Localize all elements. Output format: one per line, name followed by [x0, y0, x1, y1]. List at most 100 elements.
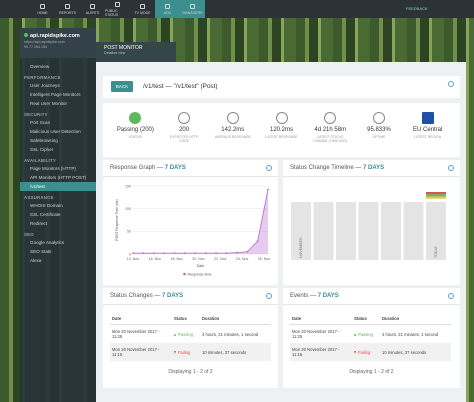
- side-item[interactable]: Port Scan: [30, 120, 51, 125]
- data-point: [194, 252, 197, 254]
- response-graph-panel: Response Graph — 7 DAYS 0 50 100 150 POST Re…: [103, 160, 278, 285]
- stat-icon: [129, 112, 142, 124]
- nav-item[interactable]: ALERTS: [80, 0, 105, 18]
- cell-text: Passing: [178, 331, 193, 337]
- nav-icon: [90, 3, 95, 9]
- table-row: Mon 20 November 2017 - 11:15 Failing 10 mi…: [290, 343, 451, 361]
- panel-title: Response Graph — 7 DAYS: [103, 160, 278, 177]
- timeline-chart: NOVEMBER TODAY: [291, 192, 446, 260]
- side-list: Overview PERFORMANCE User Journeys Intellig…: [20, 62, 96, 265]
- column-header: Duration: [200, 313, 271, 325]
- side-item[interactable]: Page Monitors (HTTP): [30, 166, 76, 171]
- table-cell: 10 minutes, 37 seconds: [200, 343, 271, 361]
- side-item[interactable]: Safebrowsing: [30, 138, 58, 143]
- page-header: POST MONITOR Detailed view: [96, 42, 176, 62]
- stat: 95.833% UPTIME: [355, 103, 404, 157]
- side-item[interactable]: User Journeys: [30, 83, 60, 88]
- nav-label: MANAGERS: [182, 10, 203, 15]
- stat-icon: [324, 112, 337, 124]
- nav-label: ADD: [163, 10, 172, 15]
- site-url: https://api.rapidspike.com: [24, 40, 65, 44]
- panel-title: Status Changes — 7 DAYS: [103, 288, 278, 305]
- panel-title: Events — 7 DAYS: [283, 288, 460, 305]
- nav-item[interactable]: PUBLIC STATUS: [105, 0, 130, 18]
- side-item[interactable]: API Monitors (HTTP POST): [30, 175, 87, 180]
- side-item[interactable]: SSL Certificate: [30, 212, 61, 217]
- stat-label: AVERAGE RESPONSE: [214, 135, 251, 139]
- nav-label: REPORTS: [59, 10, 76, 15]
- settings-icon[interactable]: [448, 165, 454, 171]
- side-item[interactable]: SSL Cipher: [30, 147, 54, 152]
- nav-item[interactable]: MANAGERS: [180, 0, 205, 18]
- status-stripe: [426, 196, 446, 199]
- data-point: [215, 252, 217, 254]
- timeline-day: [426, 202, 446, 260]
- data-point: [142, 252, 145, 254]
- stat: Passing (200) STATUS: [111, 103, 160, 157]
- nav-label: ALERTS: [85, 10, 100, 15]
- stat-icon: [275, 112, 288, 124]
- side-item[interactable]: Redirect: [30, 221, 48, 226]
- status-arrow: [174, 332, 176, 336]
- title-range: 7 DAYS: [162, 293, 184, 299]
- title-range: 7 DAYS: [317, 293, 339, 299]
- nav-item[interactable]: ADD: [155, 0, 180, 18]
- stat: 142.2ms AVERAGE RESPONSE: [208, 103, 257, 157]
- events-panel: Events — 7 DAYS Date Status Duration Mon 20…: [283, 288, 460, 388]
- stat-label: LATEST RESPONSE: [265, 135, 298, 139]
- status-stripe: [426, 192, 446, 195]
- stat-label: LATEST REGION: [414, 135, 442, 139]
- sidebar: api.rapidspike.com https://api.rapidspik…: [20, 28, 96, 402]
- nav-icon: [65, 3, 70, 9]
- table-footer: Displaying 1 - 2 of 2: [168, 369, 213, 375]
- stat-value: 120.2ms: [270, 127, 294, 133]
- response-line: [133, 189, 269, 254]
- cell-text: Mon 20 November 2017 - 11:15: [112, 347, 160, 357]
- title-text: Events —: [290, 293, 317, 299]
- stats-panel: Passing (200) STATUS 200 EXPECTED HTTP CODE…: [103, 103, 460, 157]
- status-arrow: [354, 332, 356, 336]
- table-cell: Mon 20 November 2017 - 11:15: [110, 343, 172, 361]
- timeline-day: [291, 202, 311, 260]
- side-item[interactable]: Google Analytics: [30, 240, 65, 245]
- column-header: Date: [110, 313, 172, 325]
- data-point: [152, 252, 155, 254]
- table-cell: Mon 20 November 2017 - 11:25: [290, 325, 352, 344]
- side-item[interactable]: SEO Stats: [30, 249, 52, 254]
- feedback-link[interactable]: FEEDBACK: [406, 6, 428, 11]
- settings-icon[interactable]: [448, 293, 454, 299]
- data-point: [256, 240, 259, 243]
- side-item[interactable]: Intelligent Page Monitors: [30, 92, 81, 97]
- back-button[interactable]: BACK: [111, 81, 133, 92]
- x-tick-label: 18. Nov: [170, 257, 183, 261]
- stat-label: EXPECTED HTTP CODE: [170, 135, 199, 143]
- column-header: Status: [352, 313, 380, 325]
- side-item[interactable]: Alexa: [30, 258, 42, 263]
- side-item[interactable]: WHOIS Domain: [30, 203, 63, 208]
- settings-icon[interactable]: [448, 81, 454, 87]
- y-tick-label: 50: [127, 230, 131, 234]
- nav-item[interactable]: REPORTS: [55, 0, 80, 18]
- settings-icon[interactable]: [266, 293, 272, 299]
- table: Date Status Duration Mon 20 November 2017 -…: [110, 313, 271, 361]
- nav-label: HOME: [37, 10, 48, 15]
- title-text: Status Change Timeline —: [290, 165, 362, 171]
- x-axis-label: Date: [197, 264, 205, 268]
- nav-icon: [165, 3, 170, 9]
- stat: 200 EXPECTED HTTP CODE: [160, 103, 209, 157]
- title-text: Response Graph —: [110, 165, 164, 171]
- side-item[interactable]: /v1/test: [20, 182, 96, 191]
- title-range: 7 DAYS: [164, 165, 186, 171]
- side-item[interactable]: Real User Monitor: [30, 101, 68, 106]
- nav-item[interactable]: HOME: [30, 0, 55, 18]
- side-item[interactable]: Malicious User Detection: [30, 129, 81, 134]
- table-cell: Passing: [352, 325, 380, 344]
- side-item[interactable]: Overview: [30, 64, 50, 69]
- status-changes-panel: Status Changes — 7 DAYS Date Status Durati…: [103, 288, 278, 388]
- cell-text: Passing: [358, 331, 373, 337]
- stat-value: EU Central: [413, 127, 443, 133]
- x-tick-label: 24. Nov: [236, 257, 249, 261]
- nav-item[interactable]: TV MODE: [130, 0, 155, 18]
- settings-icon[interactable]: [266, 165, 272, 171]
